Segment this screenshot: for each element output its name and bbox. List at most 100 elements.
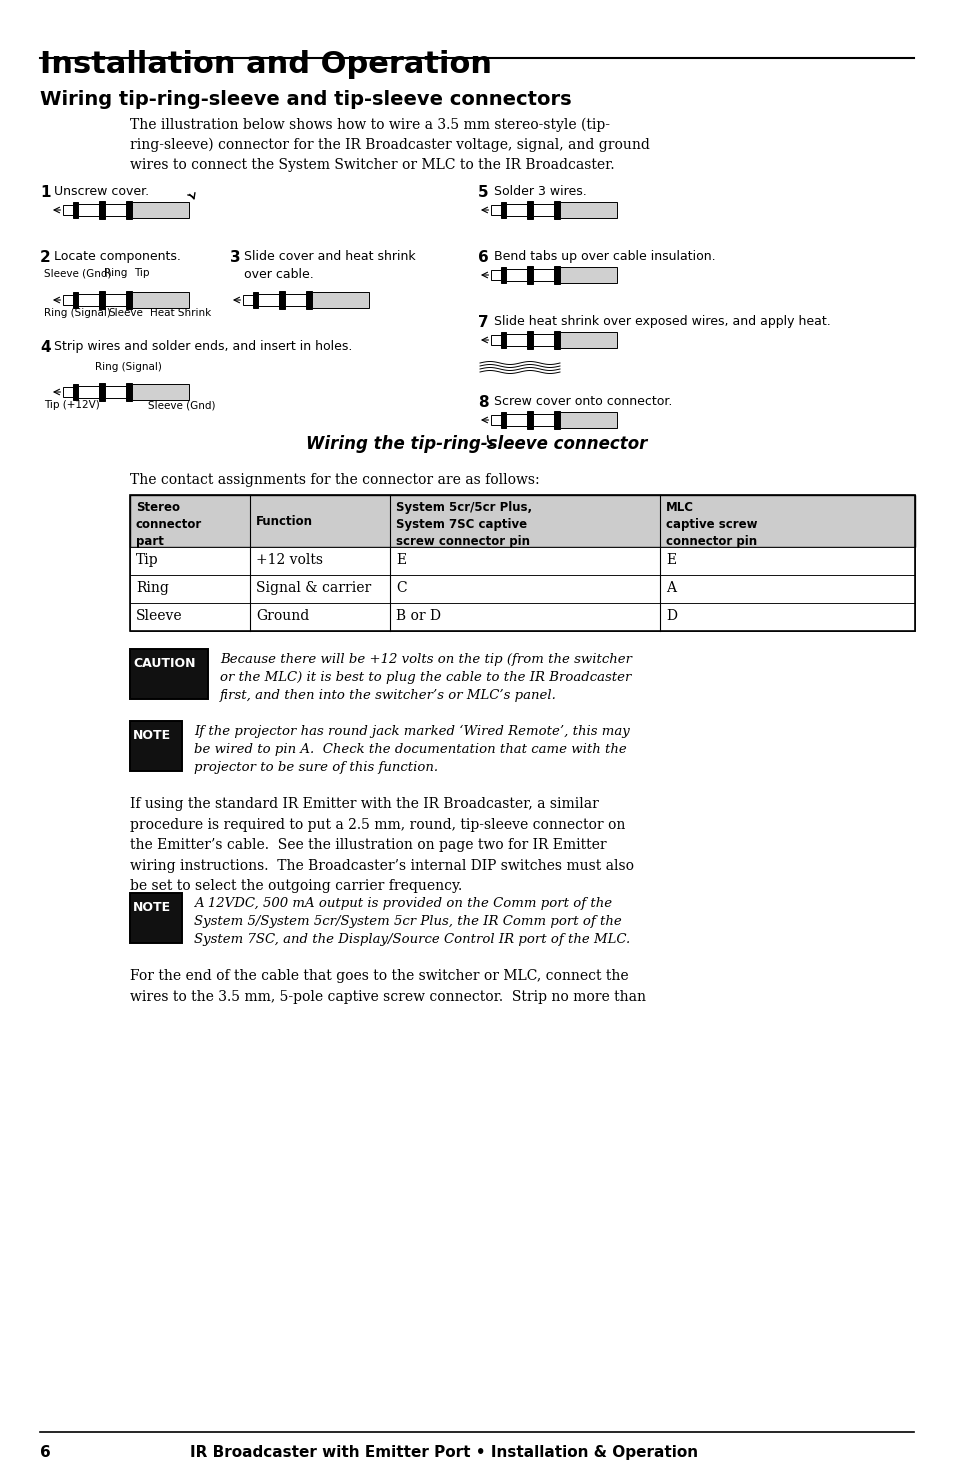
Bar xyxy=(132,385,189,400)
Text: E: E xyxy=(395,553,406,566)
Bar xyxy=(500,332,506,348)
Bar xyxy=(533,205,554,215)
Bar xyxy=(130,496,914,547)
Bar xyxy=(105,295,126,305)
Bar xyxy=(99,384,105,401)
Text: Wiring the tip-ring-sleeve connector: Wiring the tip-ring-sleeve connector xyxy=(306,435,647,453)
Bar xyxy=(554,332,559,348)
Text: Ground: Ground xyxy=(255,609,309,622)
Bar xyxy=(132,292,189,308)
Text: 6: 6 xyxy=(40,1446,51,1460)
Bar xyxy=(527,412,533,429)
Bar xyxy=(491,416,500,425)
Bar xyxy=(506,205,527,215)
Text: A: A xyxy=(665,581,676,594)
Text: D: D xyxy=(665,609,677,622)
Bar xyxy=(63,205,72,215)
Text: 7: 7 xyxy=(477,316,488,330)
Text: Stereo
connector
part: Stereo connector part xyxy=(136,502,202,549)
Text: Locate components.: Locate components. xyxy=(54,249,181,263)
Bar xyxy=(126,384,132,401)
Text: Strip wires and solder ends, and insert in holes.: Strip wires and solder ends, and insert … xyxy=(54,341,352,353)
Text: 8: 8 xyxy=(477,395,488,410)
Text: Sleeve: Sleeve xyxy=(108,308,143,319)
Text: Ring (Signal): Ring (Signal) xyxy=(44,308,111,319)
Bar xyxy=(533,270,554,280)
Bar xyxy=(130,892,182,943)
Bar xyxy=(554,267,559,283)
Text: Tip: Tip xyxy=(133,268,150,277)
Bar xyxy=(78,295,99,305)
Text: Ring: Ring xyxy=(104,268,128,277)
Text: C: C xyxy=(395,581,406,594)
Text: Tip: Tip xyxy=(136,553,158,566)
Bar xyxy=(63,388,72,397)
Text: Installation and Operation: Installation and Operation xyxy=(40,50,492,80)
Bar xyxy=(306,292,312,308)
Text: Heat Shrink: Heat Shrink xyxy=(150,308,211,319)
Text: Slide cover and heat shrink
over cable.: Slide cover and heat shrink over cable. xyxy=(244,249,416,282)
Bar xyxy=(279,292,285,308)
Text: Signal & carrier: Signal & carrier xyxy=(255,581,371,594)
Text: Ring (Signal): Ring (Signal) xyxy=(95,361,162,372)
Text: Wiring tip-ring-sleeve and tip-sleeve connectors: Wiring tip-ring-sleeve and tip-sleeve co… xyxy=(40,90,571,109)
Bar xyxy=(132,202,189,218)
Text: If the projector has round jack marked ‘Wired Remote’, this may
be wired to pin : If the projector has round jack marked ‘… xyxy=(193,726,629,774)
Bar xyxy=(63,295,72,305)
Bar xyxy=(130,603,914,631)
Bar xyxy=(554,412,559,429)
Text: If using the standard IR Emitter with the IR Broadcaster, a similar
procedure is: If using the standard IR Emitter with th… xyxy=(130,796,634,894)
Bar xyxy=(78,205,99,215)
Text: For the end of the cable that goes to the switcher or MLC, connect the
wires to : For the end of the cable that goes to th… xyxy=(130,969,645,1003)
Bar xyxy=(559,332,616,348)
Bar xyxy=(491,270,500,280)
Bar xyxy=(72,202,78,218)
Bar xyxy=(105,386,126,398)
Bar xyxy=(500,267,506,283)
Text: Screw cover onto connector.: Screw cover onto connector. xyxy=(494,395,672,409)
Text: A 12VDC, 500 mA output is provided on the Comm port of the
System 5/System 5cr/S: A 12VDC, 500 mA output is provided on th… xyxy=(193,897,630,945)
Text: Sleeve: Sleeve xyxy=(136,609,182,622)
Bar xyxy=(130,575,914,603)
Bar xyxy=(78,386,99,398)
Bar xyxy=(506,270,527,280)
Text: IR Broadcaster with Emitter Port • Installation & Operation: IR Broadcaster with Emitter Port • Insta… xyxy=(190,1446,698,1460)
Bar xyxy=(258,295,279,305)
Bar xyxy=(559,413,616,428)
Bar xyxy=(253,292,258,308)
Text: Unscrew cover.: Unscrew cover. xyxy=(54,184,149,198)
Bar xyxy=(500,202,506,218)
Text: 2: 2 xyxy=(40,249,51,266)
Bar xyxy=(285,295,306,305)
Bar xyxy=(130,496,914,631)
Bar xyxy=(506,335,527,345)
Bar xyxy=(533,335,554,345)
Bar xyxy=(130,721,182,771)
Text: 4: 4 xyxy=(40,341,51,355)
Text: CAUTION: CAUTION xyxy=(132,656,195,670)
Text: Solder 3 wires.: Solder 3 wires. xyxy=(494,184,586,198)
Text: 5: 5 xyxy=(477,184,488,201)
Text: NOTE: NOTE xyxy=(132,901,171,914)
Text: E: E xyxy=(665,553,676,566)
Text: 3: 3 xyxy=(230,249,240,266)
Bar xyxy=(491,205,500,215)
Bar xyxy=(554,202,559,218)
Text: Function: Function xyxy=(255,515,313,528)
Text: Sleeve (Gnd): Sleeve (Gnd) xyxy=(44,268,112,277)
Bar xyxy=(527,267,533,283)
Bar xyxy=(99,292,105,308)
Text: B or D: B or D xyxy=(395,609,440,622)
Bar xyxy=(559,202,616,218)
Bar xyxy=(130,547,914,575)
Text: Ring: Ring xyxy=(136,581,169,594)
Text: Tip (+12V): Tip (+12V) xyxy=(44,400,100,410)
Text: The contact assignments for the connector are as follows:: The contact assignments for the connecto… xyxy=(130,473,539,487)
Bar xyxy=(126,292,132,308)
Bar xyxy=(72,385,78,400)
Text: MLC
captive screw
connector pin: MLC captive screw connector pin xyxy=(665,502,757,549)
Bar xyxy=(500,413,506,428)
Bar xyxy=(527,332,533,348)
Bar xyxy=(312,292,368,308)
Bar xyxy=(559,267,616,283)
